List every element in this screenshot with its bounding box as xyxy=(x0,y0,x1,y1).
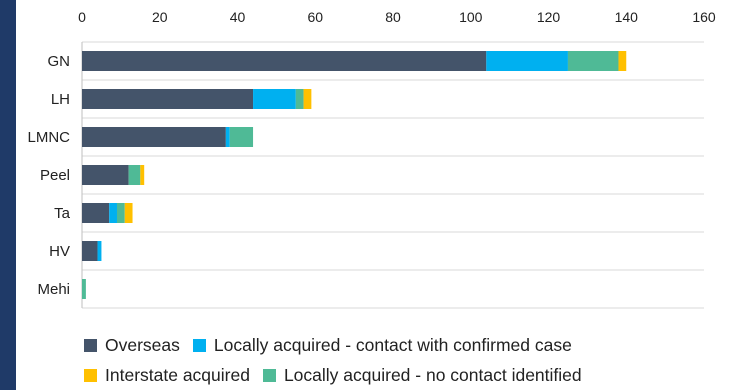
bar-segment xyxy=(82,89,254,109)
legend-label: Locally acquired - contact with confirme… xyxy=(213,334,572,355)
legend-swatch xyxy=(84,368,97,382)
category-label: LH xyxy=(51,91,70,108)
bar-segment xyxy=(225,127,230,147)
bar-segment xyxy=(109,203,117,223)
x-tick-label: 40 xyxy=(230,9,246,25)
legend-item: Locally acquired - contact with confirme… xyxy=(192,334,572,356)
category-label: Peel xyxy=(40,167,70,184)
x-tick-label: 160 xyxy=(692,9,716,25)
x-tick-label: 80 xyxy=(385,9,401,25)
bar-segment xyxy=(229,127,254,147)
legend-swatch xyxy=(192,338,206,352)
bar-segment xyxy=(97,241,102,261)
bar-segment xyxy=(116,203,125,223)
bar-segment xyxy=(82,203,110,223)
category-label: GN xyxy=(48,53,71,70)
bar-segment xyxy=(82,51,487,71)
legend-row: Interstate acquired Locally acquired - no… xyxy=(84,360,724,390)
legend-swatch xyxy=(262,368,276,382)
category-label: Ta xyxy=(54,205,71,222)
bar-segment xyxy=(253,89,296,109)
bar-segment xyxy=(567,51,619,71)
legend-label: Interstate acquired xyxy=(105,364,250,385)
legend-item: Interstate acquired xyxy=(84,365,250,386)
category-label: LMNC xyxy=(27,129,70,146)
legend-label: Locally acquired - no contact identified xyxy=(283,364,582,385)
bar-segment xyxy=(295,89,304,109)
bar-segment xyxy=(128,165,141,185)
legend-item: Overseas xyxy=(84,335,180,356)
bar-segment xyxy=(82,241,98,261)
legend: Overseas Locally acquired - contact with … xyxy=(84,330,724,390)
legend-label: Overseas xyxy=(105,334,180,355)
bar-segment xyxy=(82,127,226,147)
x-tick-label: 60 xyxy=(307,9,323,25)
category-label: HV xyxy=(49,243,70,260)
bar-segment xyxy=(82,279,86,299)
bar-segment xyxy=(618,51,627,71)
x-tick-label: 20 xyxy=(152,9,168,25)
bar-segment xyxy=(124,203,133,223)
x-tick-label: 120 xyxy=(537,9,561,25)
category-label: Mehi xyxy=(37,281,70,298)
x-tick-label: 0 xyxy=(78,9,86,25)
legend-item: Locally acquired - no contact identified xyxy=(262,364,582,386)
bar-segment xyxy=(140,165,145,185)
legend-swatch xyxy=(84,338,97,352)
legend-row: Overseas Locally acquired - contact with … xyxy=(84,330,724,360)
x-tick-label: 100 xyxy=(459,9,483,25)
x-tick-label: 140 xyxy=(615,9,639,25)
bar-segment xyxy=(486,51,568,71)
bar-segment xyxy=(82,165,129,185)
stacked-bar-chart: 0 20 40 60 80 100 120 140 160 GN LH LMNC Peel Ta HV Meh… xyxy=(27,9,716,309)
bar-segment xyxy=(303,89,312,109)
left-border xyxy=(0,0,16,390)
